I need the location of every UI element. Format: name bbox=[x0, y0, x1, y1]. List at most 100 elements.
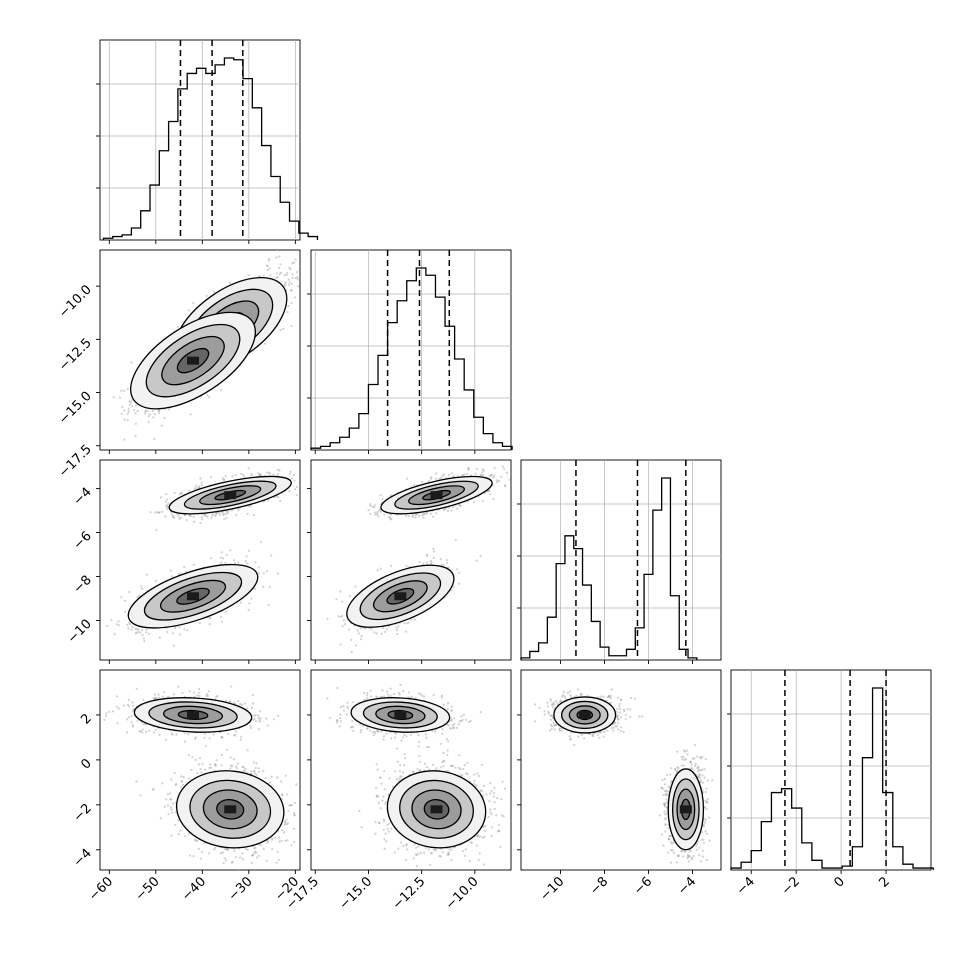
sample-point bbox=[127, 627, 130, 630]
sample-point bbox=[308, 484, 310, 486]
sample-point bbox=[275, 272, 278, 275]
histogram-steps bbox=[102, 57, 319, 240]
sample-point bbox=[176, 513, 179, 516]
sample-point bbox=[128, 623, 131, 626]
sample-point bbox=[141, 629, 144, 632]
sample-point bbox=[133, 408, 136, 411]
panel-content bbox=[112, 244, 300, 441]
panel-frame bbox=[520, 459, 722, 661]
sample-point bbox=[279, 499, 282, 502]
sample-point bbox=[140, 585, 143, 588]
sample-point bbox=[225, 610, 228, 613]
sample-point bbox=[209, 616, 212, 619]
sample-point bbox=[259, 541, 262, 544]
sample-point bbox=[117, 620, 120, 623]
sample-point bbox=[144, 410, 147, 413]
sample-point bbox=[199, 521, 202, 525]
sample-point bbox=[290, 289, 293, 292]
sample-point bbox=[244, 560, 247, 563]
sample-point bbox=[262, 274, 265, 277]
sample-point bbox=[260, 244, 262, 246]
sample-point bbox=[250, 474, 253, 477]
sample-point bbox=[208, 617, 211, 620]
sample-point bbox=[165, 492, 168, 496]
sample-point bbox=[278, 266, 281, 270]
sample-point bbox=[120, 412, 123, 415]
sample-point bbox=[242, 473, 245, 476]
sample-point bbox=[136, 595, 139, 598]
sample-point bbox=[205, 294, 208, 297]
panel-frame bbox=[730, 669, 932, 871]
sample-point bbox=[166, 630, 169, 634]
sample-point bbox=[180, 492, 184, 495]
sample-point bbox=[294, 296, 297, 299]
sample-point bbox=[179, 572, 182, 575]
sample-point bbox=[211, 512, 214, 515]
sample-point bbox=[225, 517, 228, 520]
sample-point bbox=[192, 515, 195, 519]
sample-point bbox=[189, 514, 192, 517]
sample-point bbox=[134, 435, 137, 438]
sample-point bbox=[293, 488, 297, 491]
sample-point bbox=[237, 561, 240, 564]
sample-point bbox=[154, 579, 157, 583]
sample-point bbox=[220, 561, 223, 564]
sample-point bbox=[268, 472, 272, 475]
sample-point bbox=[126, 387, 129, 391]
sample-point bbox=[106, 624, 109, 628]
sample-point bbox=[195, 484, 198, 487]
sample-point bbox=[275, 276, 278, 279]
sample-point bbox=[287, 283, 291, 287]
sample-point bbox=[239, 601, 243, 604]
sample-point bbox=[307, 475, 309, 477]
sample-point bbox=[118, 396, 122, 399]
sample-point bbox=[167, 408, 171, 411]
sample-point bbox=[158, 511, 161, 514]
histogram-panel-3 bbox=[727, 669, 934, 874]
sample-point bbox=[224, 475, 227, 478]
sample-point bbox=[290, 282, 293, 286]
histogram-panel-0 bbox=[96, 39, 319, 244]
sample-point bbox=[264, 342, 267, 345]
sample-point bbox=[220, 388, 223, 392]
sample-point bbox=[157, 409, 160, 413]
sample-point bbox=[130, 628, 133, 631]
sample-point bbox=[296, 278, 299, 281]
sample-point bbox=[268, 585, 271, 588]
sample-point bbox=[290, 324, 293, 328]
sample-point bbox=[253, 588, 256, 591]
sample-point bbox=[198, 485, 201, 488]
sample-point bbox=[266, 268, 269, 272]
sample-point bbox=[113, 633, 116, 636]
sample-point bbox=[259, 474, 262, 477]
sample-point bbox=[128, 621, 131, 624]
sample-point bbox=[179, 516, 182, 519]
sample-point bbox=[206, 515, 209, 518]
sample-point bbox=[171, 515, 174, 518]
histogram-steps bbox=[730, 687, 934, 870]
sample-point bbox=[286, 311, 289, 314]
sample-point bbox=[210, 516, 213, 520]
sample-point bbox=[230, 509, 233, 512]
sample-point bbox=[147, 420, 150, 424]
sample-point bbox=[154, 511, 157, 514]
sample-point bbox=[221, 477, 224, 480]
sample-point bbox=[200, 481, 203, 484]
sample-point bbox=[127, 410, 130, 413]
sample-point bbox=[291, 262, 294, 265]
sample-point bbox=[200, 515, 203, 519]
sample-point bbox=[140, 587, 144, 590]
histogram-steps bbox=[520, 477, 698, 660]
sample-point bbox=[218, 513, 222, 516]
sample-point bbox=[219, 615, 223, 619]
sample-point bbox=[276, 472, 280, 475]
sample-point bbox=[259, 474, 262, 477]
sample-point bbox=[266, 499, 269, 502]
sample-point bbox=[167, 502, 170, 505]
sample-point bbox=[137, 628, 140, 631]
sample-point bbox=[247, 274, 250, 277]
sample-point bbox=[153, 437, 156, 441]
sample-point bbox=[166, 505, 169, 508]
sample-point bbox=[145, 628, 148, 631]
sample-point bbox=[185, 519, 188, 522]
